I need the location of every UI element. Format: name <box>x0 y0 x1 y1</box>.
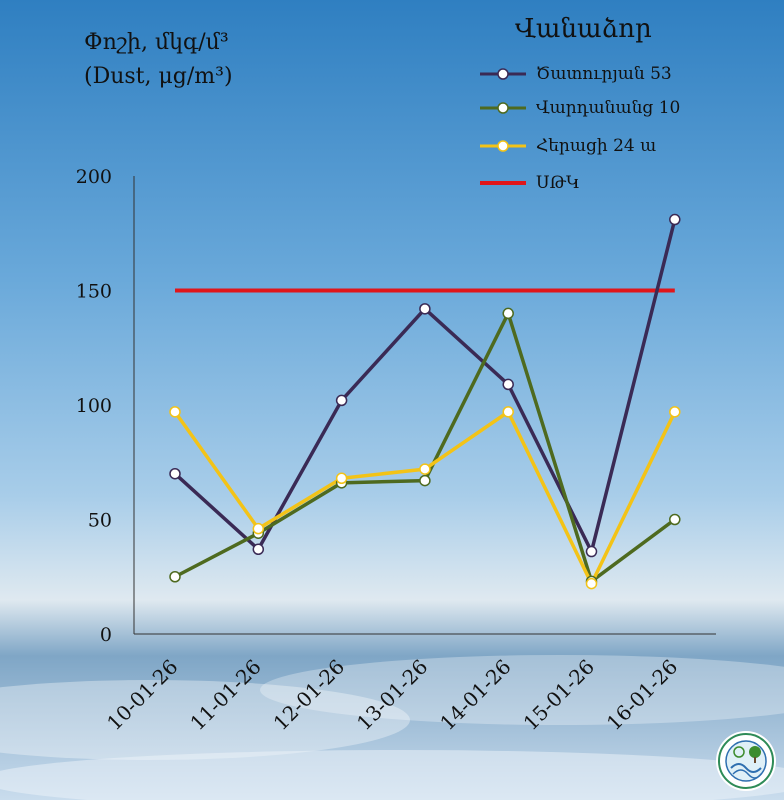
series-2-point <box>419 474 431 487</box>
legend-label-series-3: Հերացի 24 ա <box>536 136 657 156</box>
x-tick-label: 16-01-26 <box>602 655 683 736</box>
legend-label-threshold: ՍԹԿ <box>536 173 580 193</box>
y-axis-title-line2: (Dust, μg/m³) <box>84 64 233 89</box>
series-2-point <box>502 307 514 320</box>
series-3-point <box>252 522 265 535</box>
legend-marker-threshold <box>480 181 526 185</box>
legend-title: Վանաձոր <box>515 14 652 44</box>
series-1-point <box>585 545 598 558</box>
x-tick-label: 11-01-26 <box>185 655 266 736</box>
series-3-point <box>169 406 181 418</box>
series-1-point <box>169 467 181 480</box>
series-line-1 <box>173 219 677 554</box>
ministry-logo <box>716 731 776 791</box>
series-3-point <box>419 463 431 475</box>
x-tick-label: 15-01-26 <box>519 655 600 736</box>
legend-marker-series-3 <box>480 140 526 152</box>
series-2-point <box>169 571 181 583</box>
y-tick-label: 100 <box>76 395 112 417</box>
legend-item-series-2: Վարդանանց 10 <box>478 95 680 121</box>
y-tick-label: 150 <box>76 281 112 303</box>
legend-marker-series-1 <box>480 68 526 80</box>
series-2-point <box>669 513 681 526</box>
series-1-point <box>335 394 348 407</box>
series-1-point <box>252 543 265 556</box>
series-1-point <box>669 213 681 226</box>
series-3-point <box>335 472 348 485</box>
legend-item-threshold: ՍԹԿ <box>478 170 580 196</box>
series-line-3 <box>173 410 677 586</box>
series-1-point <box>502 378 514 391</box>
x-tick-label: 13-01-26 <box>352 655 433 736</box>
legend-item-series-3: Հերացի 24 ա <box>478 133 656 159</box>
legend-marker-series-2 <box>480 102 526 114</box>
legend-label-series-2: Վարդանանց 10 <box>536 98 681 118</box>
y-axis-title-line1: Փոշի, մկգ/մ³ <box>84 30 229 55</box>
x-tick-label: 10-01-26 <box>102 655 183 736</box>
x-tick-label: 14-01-26 <box>435 655 516 736</box>
series-3-point <box>585 577 598 590</box>
series-1-point <box>419 303 431 315</box>
series-3-point <box>502 406 514 418</box>
legend-label-series-1: Ծատուրյան 53 <box>536 64 672 84</box>
y-tick-label: 50 <box>88 510 112 532</box>
y-tick-label: 0 <box>100 624 112 646</box>
legend-item-series-1: Ծատուրյան 53 <box>478 61 672 87</box>
x-tick-label: 12-01-26 <box>269 655 350 736</box>
series-3-point <box>669 406 681 418</box>
y-tick-label: 200 <box>76 166 112 188</box>
